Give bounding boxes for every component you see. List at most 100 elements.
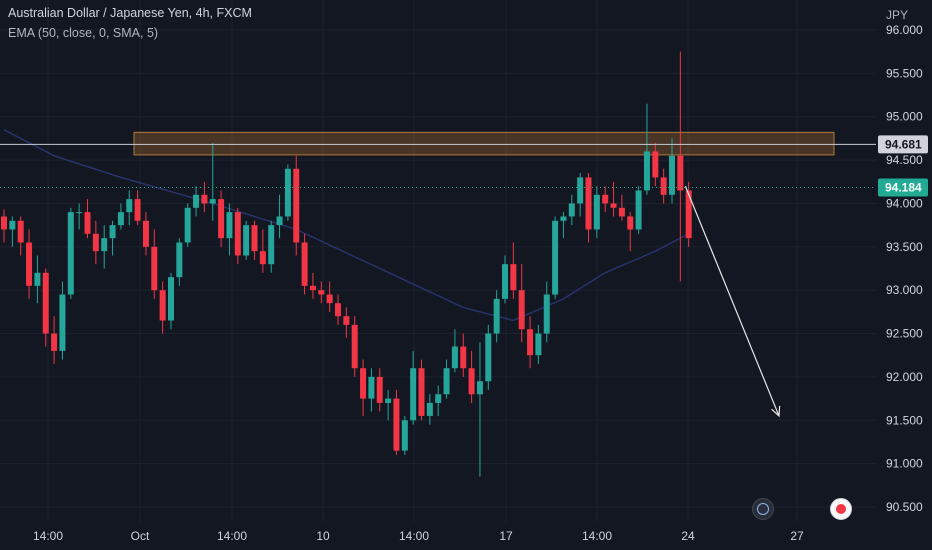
price-tick-label: 94.500 [886,153,923,167]
candle-body [276,216,283,226]
candle-body [26,242,33,286]
price-tick-label: 95.000 [886,110,923,124]
time-tick-label: 14:00 [33,529,63,543]
candle-body [460,346,467,369]
candle-body [602,194,609,204]
candle-body [351,324,358,369]
candle-body [502,264,508,299]
price-tick-label: 96.000 [886,23,923,37]
time-axis[interactable]: 14:00 Oct 14:00 10 14:00 17 14:00 24 27 [0,523,932,550]
candle-body [159,290,166,321]
candle-body [593,194,600,230]
candle-body [17,220,24,243]
ema-polyline [3,129,690,322]
candle-body [543,294,550,334]
symbol-title[interactable]: Australian Dollar / Japanese Yen, 4h, FX… [8,6,252,20]
resistance-zone-rect [133,131,835,156]
candle-body [184,207,191,243]
candle-body [176,242,183,278]
grid-lines [0,0,876,522]
candle-body [9,220,16,230]
candle-body [401,420,408,451]
candle-body [368,376,375,399]
candle-body [193,194,200,208]
horizontal-line-label-bg [878,135,928,154]
candle-body [84,212,91,234]
candle-body [226,212,233,239]
candles [1,51,692,477]
candle-body [685,190,692,239]
candle-body [151,246,158,291]
candle-body [251,225,258,252]
candle-body [660,177,667,195]
candle-body [627,216,634,230]
candle-body [268,225,275,265]
candle-body [92,233,99,252]
candle-body [101,238,108,252]
price-tick-label: 91.000 [886,457,923,471]
candle-body [443,368,450,395]
candle-body [493,298,500,334]
candle-body [652,151,659,178]
candle-body [485,333,492,382]
candle-body [468,368,475,395]
candle-body [568,203,575,217]
candle-body [201,194,208,204]
time-tick-label: Oct [131,529,150,543]
candle-body [451,346,458,369]
price-lines [0,143,876,188]
candle-body [643,151,650,191]
resistance-zone [133,131,835,156]
candle-body [610,203,617,208]
candle-body [435,394,442,403]
candle-body [335,303,341,317]
candle-body [218,199,225,239]
candle-body [560,216,567,221]
candle-body [527,329,534,356]
price-tick-label: 92.000 [886,370,923,384]
candle-body [669,155,675,195]
candle-body [518,290,525,330]
time-tick-label: 24 [681,529,695,543]
candle-body [426,402,433,416]
price-tick-label: 95.500 [886,66,923,80]
time-tick-label: 14:00 [217,529,247,543]
candle-body [326,294,333,304]
record-icon[interactable] [830,498,852,520]
candle-body [301,242,308,286]
candle-body [126,199,133,213]
candle-body [76,212,83,214]
candle-body [34,272,41,286]
candle-body [168,277,174,321]
candle-body [618,207,625,217]
candle-body [343,316,350,325]
candle-body [418,368,425,416]
price-axis-bg [877,0,932,550]
candle-body [117,212,124,226]
indicator-legend[interactable]: EMA (50, close, 0, SMA, 5) [8,26,159,40]
candle-body [385,398,392,403]
candle-body [59,294,66,351]
time-tick-label: 27 [790,529,804,543]
candle-body [243,225,250,256]
time-tick-label: 17 [499,529,513,543]
horizontal-line-label: 94.681 [885,137,922,151]
candle-body [134,199,141,221]
candle-body [209,199,216,204]
price-axis[interactable]: 96.000 95.500 95.000 94.500 94.000 93.500 93.0… [877,0,932,550]
price-tick-label: 91.500 [886,413,923,427]
candle-body [376,376,383,403]
candle-body [552,220,559,295]
last-price-label-bg [878,178,928,197]
candle-body [410,368,417,421]
time-axis-bg [0,523,932,550]
candle-body [42,272,49,334]
globe-icon[interactable] [752,498,774,520]
candle-body [318,290,325,295]
candle-body [142,220,149,247]
price-tick-label: 93.500 [886,240,923,254]
price-tick-label: 90.500 [886,500,923,514]
candle-body [476,381,483,395]
